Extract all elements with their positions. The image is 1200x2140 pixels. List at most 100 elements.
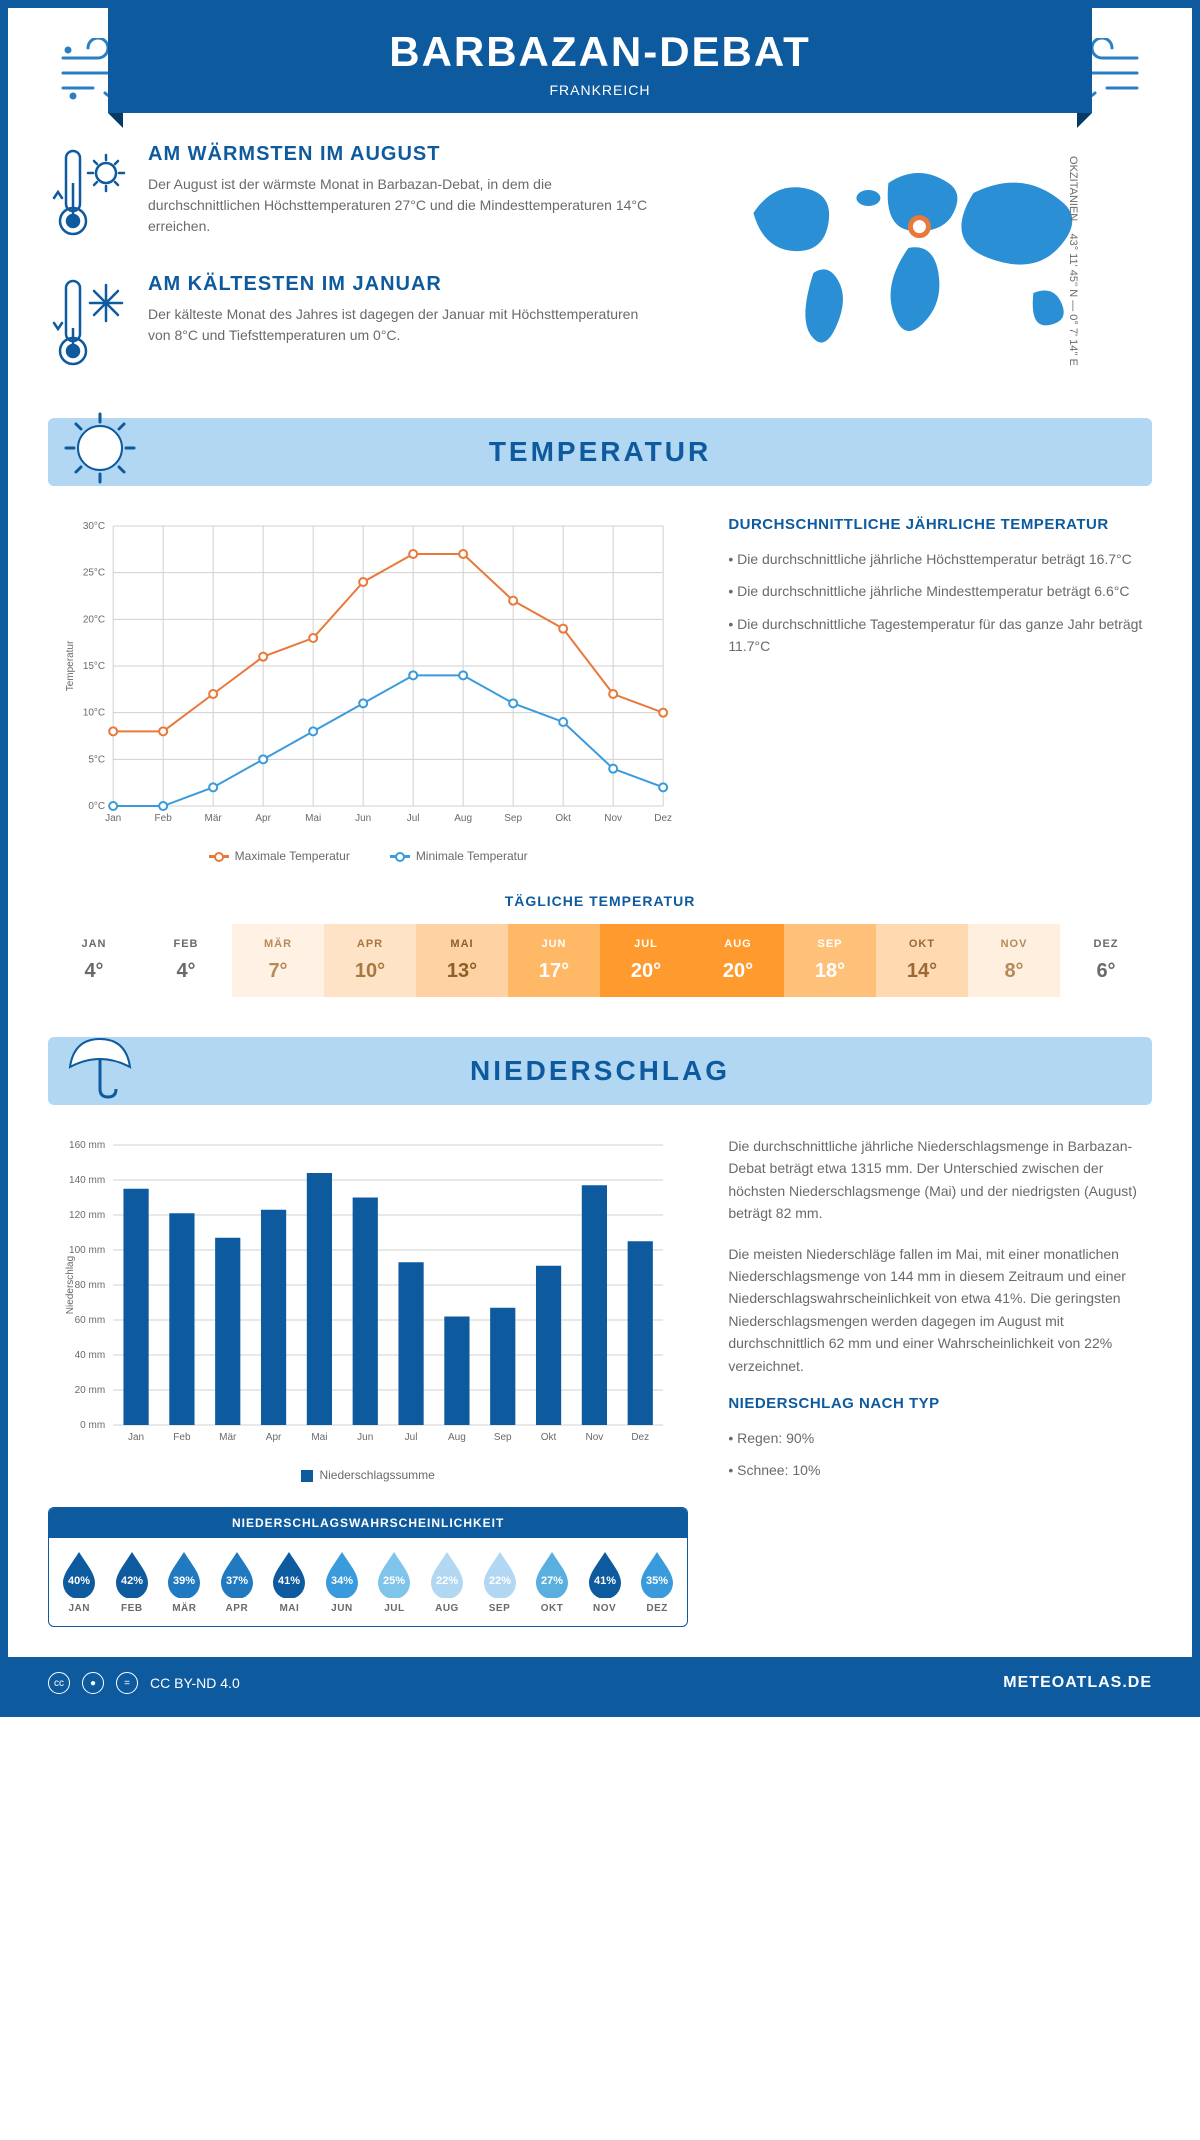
svg-text:0°C: 0°C	[88, 801, 105, 812]
section-temperature: TEMPERATUR	[48, 418, 1152, 486]
probability-cell: 25%JUL	[370, 1550, 419, 1614]
fact-hot-title: AM WÄRMSTEN IM AUGUST	[148, 143, 655, 166]
svg-text:Okt: Okt	[555, 813, 571, 824]
daily-cell: APR10°	[324, 924, 416, 997]
map-coords: OKZITANIEN 43° 11' 45'' N — 0° 7' 14'' E	[1067, 156, 1079, 366]
daily-temp-title: TÄGLICHE TEMPERATUR	[48, 893, 1152, 909]
umbrella-icon	[60, 1027, 140, 1107]
svg-text:37%: 37%	[226, 1575, 248, 1587]
fact-cold-text: Der kälteste Monat des Jahres ist dagege…	[148, 304, 655, 346]
svg-text:Apr: Apr	[266, 1432, 282, 1443]
svg-text:15°C: 15°C	[83, 661, 105, 672]
svg-text:Mai: Mai	[305, 813, 321, 824]
footer: cc ● = CC BY-ND 4.0 METEOATLAS.DE	[8, 1657, 1192, 1709]
probability-cell: 40%JAN	[55, 1550, 104, 1614]
precip-type-title: NIEDERSCHLAG NACH TYP	[728, 1395, 1152, 1412]
precip-legend: Niederschlagssumme	[48, 1468, 688, 1482]
probability-cell: 22%SEP	[475, 1550, 524, 1614]
page-title: BARBAZAN-DEBAT	[108, 28, 1092, 76]
fact-cold-title: AM KÄLTESTEN IM JANUAR	[148, 273, 655, 296]
probability-cell: 37%APR	[213, 1550, 262, 1614]
daily-cell: FEB4°	[140, 924, 232, 997]
by-icon: ●	[82, 1672, 104, 1694]
daily-cell: MAI13°	[416, 924, 508, 997]
nd-icon: =	[116, 1672, 138, 1694]
svg-text:Mär: Mär	[219, 1432, 237, 1443]
svg-text:Jul: Jul	[405, 1432, 418, 1443]
svg-text:40%: 40%	[68, 1575, 90, 1587]
svg-text:Niederschlag: Niederschlag	[65, 1256, 76, 1314]
svg-text:27%: 27%	[541, 1575, 563, 1587]
daily-cell: JUN17°	[508, 924, 600, 997]
thermometer-hot-icon	[48, 143, 128, 243]
svg-text:Nov: Nov	[586, 1432, 604, 1443]
svg-text:22%: 22%	[436, 1575, 458, 1587]
header-banner: BARBAZAN-DEBAT FRANKREICH	[108, 8, 1092, 113]
svg-text:160 mm: 160 mm	[69, 1140, 105, 1151]
temp-side-item: • Die durchschnittliche jährliche Höchst…	[728, 548, 1152, 570]
svg-text:Feb: Feb	[155, 813, 173, 824]
fact-hot-text: Der August ist der wärmste Monat in Barb…	[148, 174, 655, 237]
probability-cell: 42%FEB	[108, 1550, 157, 1614]
svg-text:Jun: Jun	[355, 813, 371, 824]
daily-cell: NOV8°	[968, 924, 1060, 997]
svg-text:Okt: Okt	[541, 1432, 557, 1443]
svg-text:140 mm: 140 mm	[69, 1175, 105, 1186]
svg-text:22%: 22%	[489, 1575, 511, 1587]
fact-hot: AM WÄRMSTEN IM AUGUST Der August ist der…	[48, 143, 655, 248]
probability-cell: 22%AUG	[423, 1550, 472, 1614]
cc-icon: cc	[48, 1672, 70, 1694]
world-map: OKZITANIEN 43° 11' 45'' N — 0° 7' 14'' E	[695, 143, 1152, 378]
svg-text:39%: 39%	[173, 1575, 195, 1587]
svg-text:30°C: 30°C	[83, 521, 105, 532]
svg-text:Jan: Jan	[128, 1432, 144, 1443]
svg-text:80 mm: 80 mm	[75, 1280, 106, 1291]
daily-cell: JUL20°	[600, 924, 692, 997]
temp-side-item: • Die durchschnittliche Tagestemperatur …	[728, 613, 1152, 658]
precip-paragraph-2: Die meisten Niederschläge fallen im Mai,…	[728, 1243, 1152, 1377]
svg-text:20°C: 20°C	[83, 614, 105, 625]
svg-text:Mär: Mär	[205, 813, 223, 824]
probability-cell: 41%MAI	[265, 1550, 314, 1614]
temperature-chart: 0°C5°C10°C15°C20°C25°C30°CJanFebMärAprMa…	[48, 516, 688, 836]
svg-text:25°C: 25°C	[83, 568, 105, 579]
svg-text:20 mm: 20 mm	[75, 1385, 106, 1396]
temp-side-item: • Die durchschnittliche jährliche Mindes…	[728, 580, 1152, 602]
fact-cold: AM KÄLTESTEN IM JANUAR Der kälteste Mona…	[48, 273, 655, 378]
probability-cell: 27%OKT	[528, 1550, 577, 1614]
daily-temp-grid: JAN4°FEB4°MÄR7°APR10°MAI13°JUN17°JUL20°A…	[48, 924, 1152, 997]
svg-text:Sep: Sep	[494, 1432, 512, 1443]
precip-paragraph-1: Die durchschnittliche jährliche Niedersc…	[728, 1135, 1152, 1225]
svg-text:5°C: 5°C	[88, 754, 105, 765]
svg-text:Nov: Nov	[604, 813, 622, 824]
probability-cell: 39%MÄR	[160, 1550, 209, 1614]
thermometer-cold-icon	[48, 273, 128, 373]
probability-cell: 41%NOV	[580, 1550, 629, 1614]
probability-title: NIEDERSCHLAGSWAHRSCHEINLICHKEIT	[49, 1508, 687, 1538]
page-subtitle: FRANKREICH	[108, 82, 1092, 98]
svg-text:Apr: Apr	[255, 813, 271, 824]
svg-text:Jan: Jan	[105, 813, 121, 824]
section-precipitation: NIEDERSCHLAG	[48, 1037, 1152, 1105]
sun-icon	[60, 408, 140, 488]
svg-text:Dez: Dez	[631, 1432, 649, 1443]
daily-cell: DEZ6°	[1060, 924, 1152, 997]
daily-cell: SEP18°	[784, 924, 876, 997]
svg-text:25%: 25%	[383, 1575, 405, 1587]
svg-text:Jul: Jul	[407, 813, 420, 824]
svg-text:120 mm: 120 mm	[69, 1210, 105, 1221]
svg-text:Aug: Aug	[454, 813, 472, 824]
precip-type-item: • Schnee: 10%	[728, 1459, 1152, 1481]
precip-type-item: • Regen: 90%	[728, 1427, 1152, 1449]
svg-text:41%: 41%	[278, 1575, 300, 1587]
probability-cell: 35%DEZ	[633, 1550, 682, 1614]
svg-text:Dez: Dez	[654, 813, 672, 824]
temp-side-title: DURCHSCHNITTLICHE JÄHRLICHE TEMPERATUR	[728, 516, 1152, 533]
daily-cell: JAN4°	[48, 924, 140, 997]
temp-legend: Maximale Temperatur Minimale Temperatur	[48, 849, 688, 863]
svg-text:Jun: Jun	[357, 1432, 373, 1443]
svg-text:Aug: Aug	[448, 1432, 466, 1443]
svg-text:35%: 35%	[646, 1575, 668, 1587]
svg-text:0 mm: 0 mm	[80, 1420, 105, 1431]
svg-text:Temperatur: Temperatur	[65, 640, 76, 691]
